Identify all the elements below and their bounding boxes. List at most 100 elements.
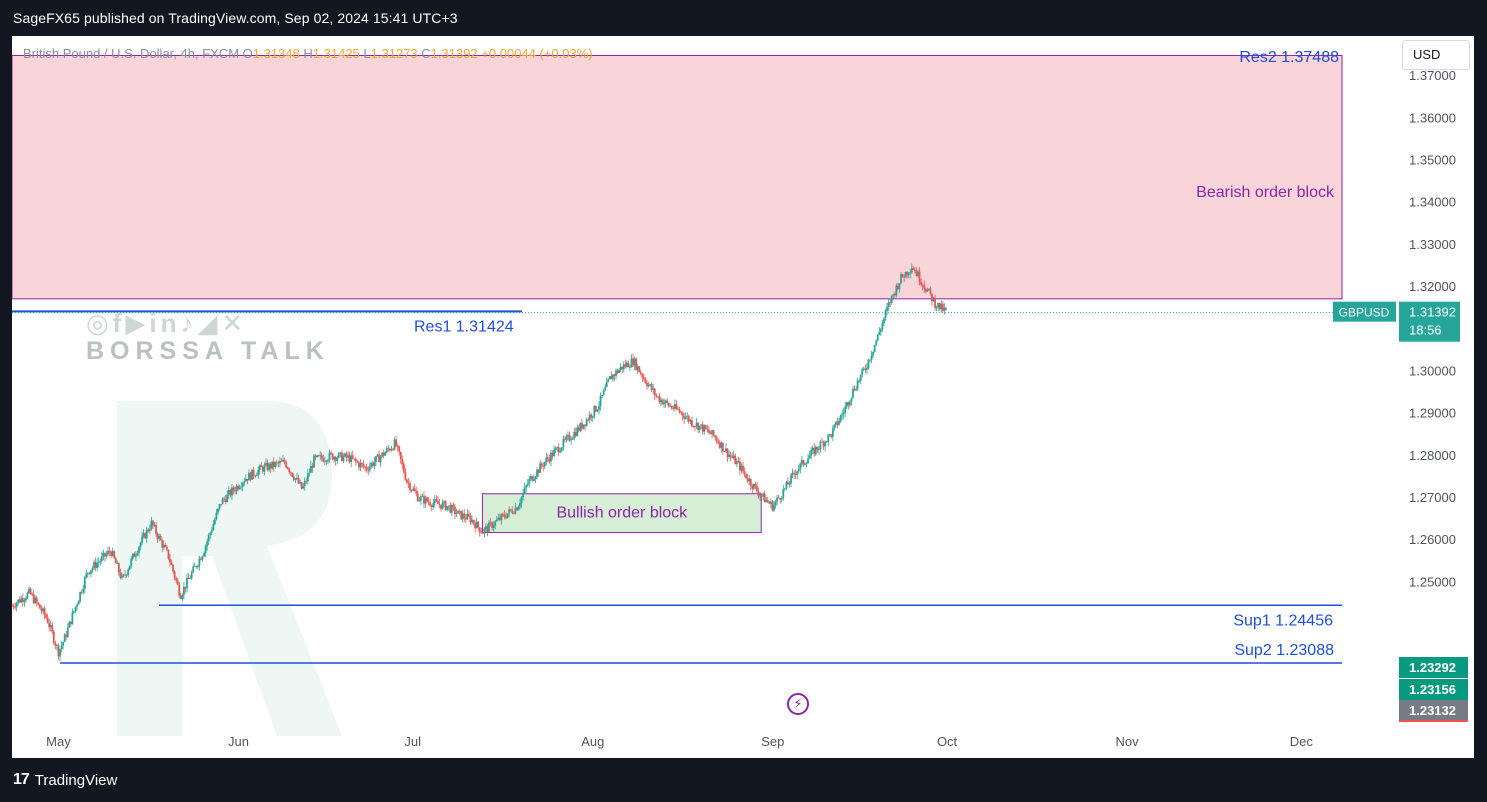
candle — [740, 463, 743, 474]
candle-body — [502, 514, 504, 515]
candle — [853, 385, 856, 392]
candle — [914, 267, 916, 274]
candle — [409, 481, 411, 493]
candle-body — [694, 426, 696, 428]
candle — [198, 555, 201, 571]
candle — [94, 557, 97, 572]
candle-body — [485, 526, 487, 529]
candle — [728, 450, 730, 459]
candle — [447, 505, 450, 511]
candle-body — [726, 448, 729, 458]
candle-body — [196, 565, 199, 568]
candle — [356, 459, 359, 464]
candle — [153, 521, 156, 528]
candle-body — [822, 442, 825, 447]
candle-body — [334, 457, 337, 461]
candle-body — [14, 606, 16, 608]
candle-body — [306, 473, 309, 482]
candle — [235, 484, 238, 495]
price-chart[interactable]: Bearish order block Res2 1.37488 Res1 1.31… — [12, 36, 1474, 758]
candle — [46, 613, 49, 624]
candle-body — [272, 461, 275, 467]
candle — [241, 481, 244, 492]
candle — [557, 443, 560, 457]
candle — [173, 570, 176, 581]
candle — [508, 506, 511, 518]
candle-body — [721, 442, 724, 452]
candle — [480, 527, 483, 534]
candle-body — [536, 469, 538, 477]
candle — [258, 463, 261, 475]
candle — [560, 446, 563, 453]
candle — [765, 496, 768, 503]
candle-body — [125, 574, 128, 576]
candle — [162, 540, 165, 550]
candle — [339, 452, 342, 458]
candle — [286, 466, 289, 470]
candle — [111, 547, 114, 557]
candle — [917, 269, 919, 278]
candle-body — [238, 487, 241, 489]
candle-body — [879, 329, 882, 332]
candle — [351, 450, 354, 460]
candle-body — [317, 455, 320, 457]
candle-body — [251, 469, 253, 480]
candle — [859, 374, 862, 384]
candle-body — [200, 558, 202, 560]
flash-icon[interactable]: ⚡ — [787, 693, 809, 715]
candle-body — [12, 605, 13, 607]
candle-body — [381, 452, 384, 457]
candle — [344, 452, 346, 458]
candle-body — [898, 283, 901, 290]
candle — [579, 422, 582, 433]
candles-group — [12, 263, 947, 662]
candle-body — [945, 307, 947, 310]
candle — [639, 369, 642, 376]
candle — [263, 462, 266, 476]
candle — [581, 418, 583, 431]
chart-frame: Bearish order block Res2 1.37488 Res1 1.31… — [12, 36, 1474, 758]
candle-body — [116, 563, 119, 564]
candle — [415, 486, 418, 497]
candle-body — [433, 499, 436, 504]
candle — [361, 462, 363, 469]
candle-body — [519, 503, 521, 507]
candle-body — [252, 469, 255, 476]
candle — [223, 496, 226, 502]
candle-body — [797, 468, 800, 472]
candle-body — [240, 486, 243, 488]
candle — [229, 488, 232, 498]
candle — [440, 504, 442, 512]
currency-button[interactable]: USD — [1402, 40, 1470, 70]
candle — [314, 454, 317, 461]
candle — [714, 434, 717, 441]
candle — [29, 586, 32, 595]
candle-body — [110, 552, 113, 556]
candle — [681, 411, 684, 421]
candle-body — [189, 578, 192, 580]
candle-body — [328, 452, 331, 461]
candle-body — [918, 271, 921, 283]
candle — [57, 643, 60, 660]
candle — [145, 526, 148, 544]
candle — [883, 317, 885, 327]
candle — [848, 400, 851, 408]
candle-body — [700, 424, 703, 426]
candle-body — [664, 400, 667, 403]
candle — [127, 567, 130, 578]
candle-body — [896, 285, 899, 290]
candle-body — [244, 479, 247, 482]
scale-tag-value: 1.23156 — [1409, 682, 1456, 697]
candle — [466, 509, 469, 520]
candle-body — [207, 535, 210, 542]
candle — [305, 477, 308, 484]
candle-body — [480, 532, 483, 534]
tradingview-logo[interactable]: 17 TradingView — [13, 771, 117, 789]
candle — [937, 302, 940, 312]
candle — [299, 479, 301, 485]
candle-body — [274, 462, 277, 467]
candle-body — [156, 533, 159, 539]
candle — [271, 461, 274, 470]
candle-body — [610, 376, 613, 380]
candle-body — [838, 420, 840, 425]
